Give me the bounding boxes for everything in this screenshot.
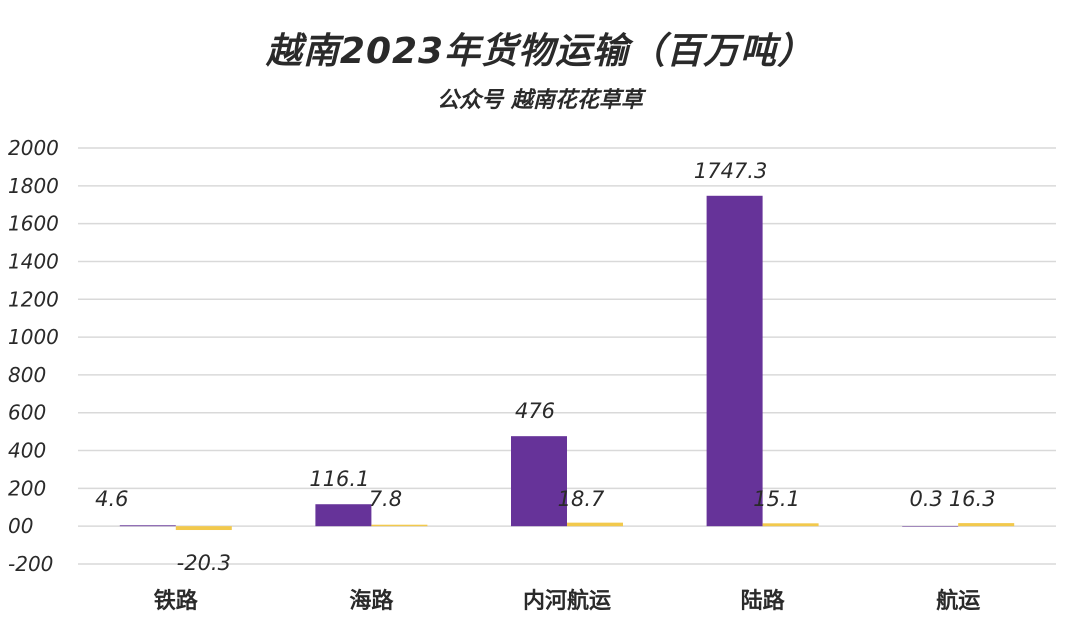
bar-1 (315, 504, 372, 527)
bar-2 (762, 523, 819, 527)
y-tick-label: 200 (8, 476, 46, 500)
bar-1 (706, 195, 763, 527)
chart-title: 越南2023年货物运输（百万吨） (265, 31, 815, 72)
data-label: 15.1 (753, 487, 800, 511)
data-label: 0.3 (909, 487, 942, 511)
y-tick-label: 1400 (8, 249, 59, 273)
data-label: 16.3 (949, 487, 996, 511)
bar-2 (371, 524, 428, 527)
bar-1 (511, 436, 567, 527)
chart-subtitle: 公众号 越南花花草草 (437, 88, 643, 113)
y-tick-label: 400 (8, 439, 46, 463)
bar-1 (902, 526, 959, 527)
y-tick-label: 1800 (8, 174, 59, 198)
bar-2 (567, 522, 623, 527)
y-tick-label: -200 (8, 552, 53, 576)
data-label: 18.7 (558, 487, 605, 511)
y-tick-label: 1000 (8, 325, 59, 349)
data-label: 1747.3 (694, 159, 767, 183)
bar-2 (958, 523, 1015, 527)
x-tick-label: 陆路 (741, 588, 786, 614)
data-label: 476 (515, 399, 555, 423)
y-tick-label: 1200 (8, 287, 59, 311)
data-label: 4.6 (95, 487, 128, 511)
data-label: -20.3 (177, 551, 231, 575)
y-tick-label: 2000 (8, 136, 59, 160)
y-tick-label: 1600 (8, 212, 59, 236)
y-tick-label: 800 (8, 363, 46, 387)
x-tick-label: 铁路 (154, 588, 199, 614)
x-tick-label: 海路 (349, 588, 394, 614)
x-tick-label: 航运 (936, 588, 980, 614)
y-tick-label: 00 (8, 514, 33, 538)
y-tick-label: 600 (8, 401, 46, 425)
x-tick-label: 内河航运 (523, 588, 611, 614)
data-label: 116.1 (309, 467, 369, 491)
bar-1 (119, 525, 176, 527)
data-label: 7.8 (369, 487, 402, 511)
bar-2 (175, 526, 232, 531)
